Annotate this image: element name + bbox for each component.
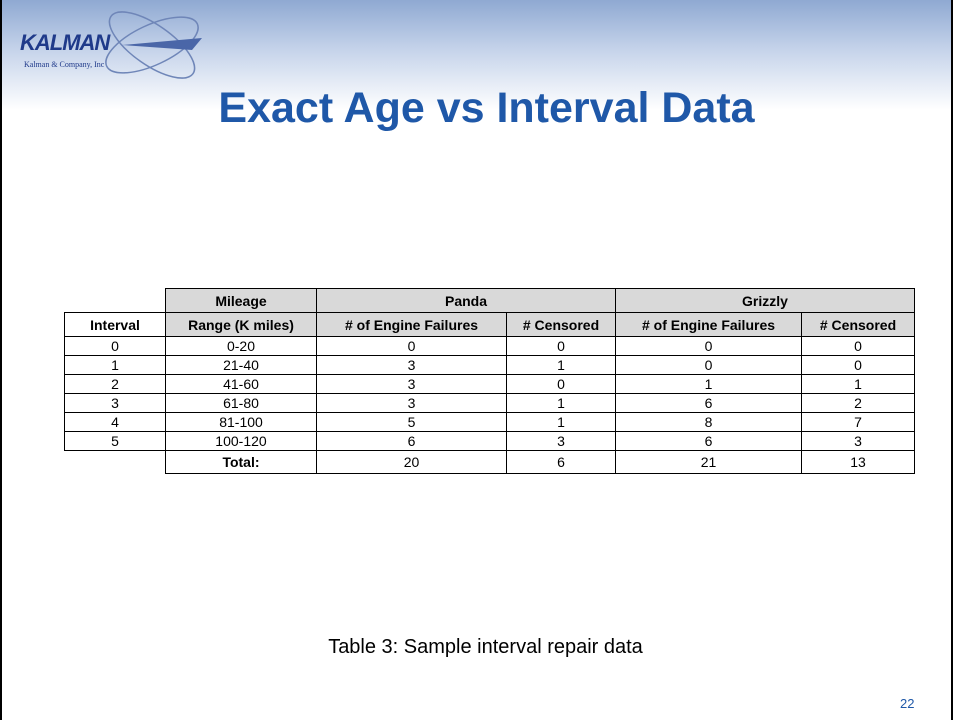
cell: 0 bbox=[615, 336, 802, 356]
header-cell: Panda bbox=[316, 288, 616, 313]
data-row: 1 21-40 3 1 0 0 bbox=[64, 355, 915, 375]
cell: 0 bbox=[506, 336, 616, 356]
cell: 1 bbox=[506, 355, 616, 375]
logo-subtitle: Kalman & Company, Inc bbox=[24, 60, 105, 69]
data-row: 5 100-120 6 3 6 3 bbox=[64, 431, 915, 451]
header-cell: Grizzly bbox=[615, 288, 915, 313]
header-cell: # of Engine Failures bbox=[316, 312, 507, 337]
cell: 0 bbox=[801, 355, 915, 375]
cell: 8 bbox=[615, 412, 802, 432]
cell: 0-20 bbox=[165, 336, 317, 356]
cell: 100-120 bbox=[165, 431, 317, 451]
cell: 0 bbox=[801, 336, 915, 356]
cell: 3 bbox=[64, 393, 166, 413]
total-cell: 13 bbox=[801, 450, 915, 474]
header-cell: Range (K miles) bbox=[165, 312, 317, 337]
cell: 3 bbox=[506, 431, 616, 451]
data-row: 3 61-80 3 1 6 2 bbox=[64, 393, 915, 413]
caption: Table 3: Sample interval repair data bbox=[328, 636, 643, 658]
cell: 3 bbox=[316, 374, 507, 394]
header-cell: # Censored bbox=[506, 312, 616, 337]
header-cell: Interval bbox=[64, 312, 166, 337]
data-row: 2 41-60 3 0 1 1 bbox=[64, 374, 915, 394]
cell: 2 bbox=[801, 393, 915, 413]
data-row: 4 81-100 5 1 8 7 bbox=[64, 412, 915, 432]
logo-orbit bbox=[105, 11, 202, 79]
data-row: 0 0-20 0 0 0 0 bbox=[64, 336, 915, 356]
cell: 81-100 bbox=[165, 412, 317, 432]
blank-cell bbox=[64, 288, 166, 313]
header-cell: # Censored bbox=[801, 312, 915, 337]
cell: 6 bbox=[615, 431, 802, 451]
blank-cell bbox=[64, 450, 166, 474]
page-number: 22 bbox=[900, 696, 915, 711]
total-cell: 20 bbox=[316, 450, 507, 474]
cell: 0 bbox=[506, 374, 616, 394]
cell: 3 bbox=[316, 393, 507, 413]
header-row: Mileage Panda Grizzly bbox=[64, 288, 915, 313]
logo: KALMAN bbox=[20, 30, 110, 55]
cell: 0 bbox=[64, 336, 166, 356]
cell: 0 bbox=[615, 355, 802, 375]
slide-title: Exact Age vs Interval Data bbox=[218, 84, 755, 132]
cell: 5 bbox=[64, 431, 166, 451]
cell: 7 bbox=[801, 412, 915, 432]
header-row: Interval Range (K miles) # of Engine Failu… bbox=[64, 312, 915, 337]
cell: 41-60 bbox=[165, 374, 317, 394]
cell: 4 bbox=[64, 412, 166, 432]
header-cell: # of Engine Failures bbox=[615, 312, 802, 337]
cell: 1 bbox=[801, 374, 915, 394]
total-cell: 6 bbox=[506, 450, 616, 474]
cell: 1 bbox=[506, 393, 616, 413]
cell: 1 bbox=[506, 412, 616, 432]
cell: 21-40 bbox=[165, 355, 317, 375]
cell: 1 bbox=[64, 355, 166, 375]
cell: 2 bbox=[64, 374, 166, 394]
data-table: Mileage Panda Grizzly Interval Range (K mile… bbox=[64, 288, 915, 474]
cell: 3 bbox=[316, 355, 507, 375]
cell: 6 bbox=[316, 431, 507, 451]
cell: 0 bbox=[316, 336, 507, 356]
cell: 3 bbox=[801, 431, 915, 451]
total-label: Total: bbox=[165, 450, 317, 474]
cell: 6 bbox=[615, 393, 802, 413]
cell: 1 bbox=[615, 374, 802, 394]
total-row: Total: 20 6 21 13 bbox=[64, 450, 915, 474]
cell: 61-80 bbox=[165, 393, 317, 413]
total-cell: 21 bbox=[615, 450, 802, 474]
cell: 5 bbox=[316, 412, 507, 432]
header-band bbox=[2, 0, 951, 110]
header-cell: Mileage bbox=[165, 288, 317, 313]
